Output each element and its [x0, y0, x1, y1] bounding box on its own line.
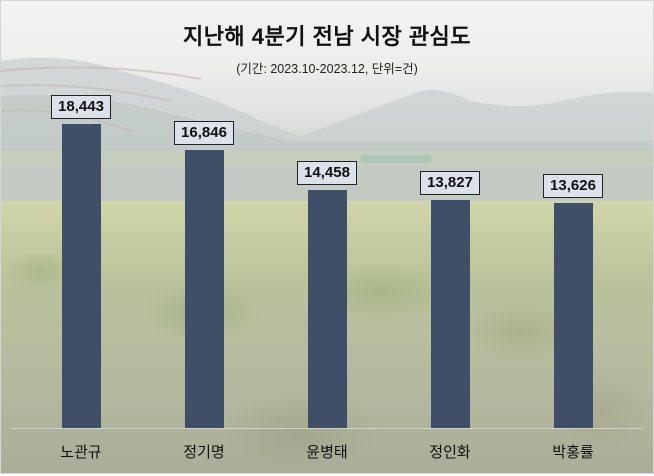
bar: [308, 190, 347, 428]
bar: [431, 200, 470, 428]
category-label: 박홍률: [552, 444, 594, 461]
value-label: 18,443: [51, 95, 111, 119]
chart-subtitle: (기간: 2023.10-2023.12, 단위=건): [236, 62, 418, 76]
value-label: 13,626: [543, 174, 603, 198]
x-axis-baseline: [11, 428, 643, 429]
category-label: 윤병태: [306, 444, 348, 461]
value-label: 14,458: [297, 161, 357, 185]
bar: [554, 203, 593, 428]
value-label: 16,846: [174, 121, 234, 145]
background-mountains: [1, 57, 653, 201]
category-label: 노관규: [60, 444, 102, 461]
bar: [62, 124, 101, 428]
category-label: 정기명: [183, 444, 225, 461]
bar: [185, 150, 224, 428]
chart-title: 지난해 4분기 전남 시장 관심도: [182, 24, 472, 49]
category-label: 정인화: [429, 444, 471, 461]
value-label: 13,827: [420, 171, 480, 195]
